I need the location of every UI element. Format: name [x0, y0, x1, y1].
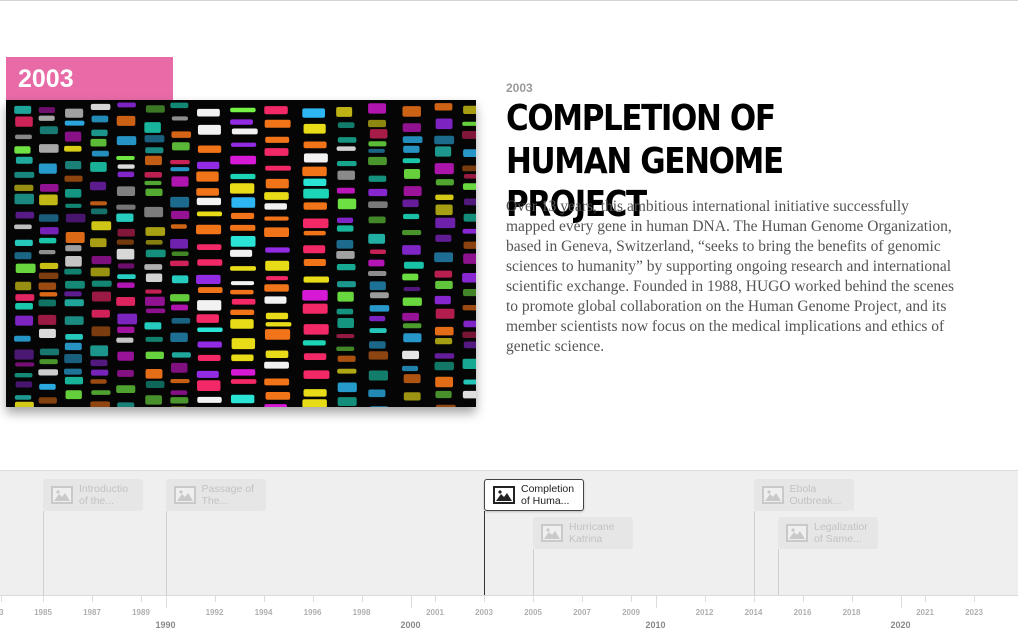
timeline-marker-line	[778, 549, 779, 596]
axis-tick	[263, 596, 265, 602]
axis-tick-label: 1989	[132, 608, 150, 617]
axis-tick	[92, 596, 93, 602]
axis-tick-label: 2007	[573, 608, 591, 617]
timeline-marker-line	[165, 511, 167, 596]
axis-tick	[631, 596, 632, 602]
axis-tick-label: 2023	[965, 608, 983, 617]
axis-tick-label: 1987	[83, 608, 101, 617]
year-flag: 2003	[6, 57, 173, 101]
axis-tick	[214, 596, 216, 602]
image-icon	[51, 486, 73, 504]
axis-tick	[1, 596, 3, 602]
timeline-marker-line	[533, 549, 534, 596]
axis-tick	[974, 596, 975, 602]
timeline-marker[interactable]: Legalizatior of Same...	[778, 517, 878, 549]
axis-tick	[533, 596, 534, 602]
axis-tick	[582, 596, 583, 602]
timeline-marker-label: Completion of Huma...	[521, 483, 575, 507]
timeline-marker-line	[753, 511, 755, 596]
timeline-marker-label: Ebola Outbreak...	[789, 483, 842, 507]
image-icon	[541, 524, 563, 542]
axis-tick	[802, 596, 804, 602]
axis-tick-label: 2009	[622, 608, 640, 617]
axis-tick	[753, 596, 755, 602]
axis-tick-label: 2003	[475, 608, 493, 617]
axis-tick	[704, 596, 706, 602]
timeline-marker-label: Passage of The...	[201, 483, 255, 507]
timeline-marker-label: Legalizatior of Same...	[814, 521, 868, 545]
axis-tick	[484, 596, 485, 602]
timeline-marker-line	[43, 511, 44, 596]
axis-major-label: 2020	[890, 620, 911, 630]
axis-tick-label: 2005	[524, 608, 542, 617]
axis-tick	[361, 596, 363, 602]
axis-major-label: 2010	[645, 620, 666, 630]
axis-tick-label: 3	[0, 608, 4, 617]
axis-tick-label: 1985	[34, 608, 52, 617]
axis-tick-label: 2021	[916, 608, 934, 617]
axis-major-tick	[655, 596, 657, 608]
image-icon	[786, 524, 808, 542]
image-icon	[761, 486, 784, 504]
axis-tick	[43, 596, 44, 602]
axis-tick-label: 2016	[793, 608, 812, 617]
axis-major-tick	[900, 596, 902, 608]
top-divider	[0, 0, 1018, 1]
dna-sequencing-image	[6, 100, 476, 407]
axis-tick-label: 1996	[303, 608, 322, 617]
axis-major-label: 2000	[400, 620, 421, 630]
timeline-marker[interactable]: Hurricane Katrina	[533, 517, 633, 549]
image-icon	[493, 486, 515, 504]
axis-tick	[312, 596, 314, 602]
image-icon	[173, 486, 196, 504]
axis-tick	[925, 596, 926, 602]
slide-headline: Completion of Human Genome Project	[506, 98, 784, 225]
timeline-marker[interactable]: Passage of The...	[165, 479, 266, 511]
axis-tick-label: 1992	[205, 608, 224, 617]
axis-major-tick	[410, 596, 412, 608]
axis-tick	[435, 596, 436, 602]
axis-tick-label: 2018	[842, 608, 861, 617]
axis-major-tick	[165, 596, 167, 608]
timeline-marker[interactable]: Ebola Outbreak...	[753, 479, 854, 511]
timeline-marker-label: Hurricane Katrina	[569, 521, 615, 545]
timeline-marker[interactable]: Introductio of the...	[43, 479, 143, 511]
timeline-marker-line	[484, 511, 485, 596]
slide-date: 2003	[506, 81, 533, 95]
axis-tick-label: 2001	[426, 608, 444, 617]
axis-tick-label: 2012	[695, 608, 714, 617]
axis-major-label: 1990	[155, 620, 176, 630]
axis-tick-label: 1994	[254, 608, 273, 617]
timeline-marker[interactable]: Completion of Huma...	[484, 479, 584, 511]
axis-tick-label: 2014	[744, 608, 763, 617]
timeline-marker-label: Introductio of the...	[79, 483, 129, 507]
axis-tick	[851, 596, 853, 602]
axis-tick	[141, 596, 142, 602]
timeline-axis: 3 1985 1987 1989 1992 1994 1996 1998 2001 2003 200…	[0, 595, 1018, 639]
slide-body: Over 13 years, this ambitious internatio…	[506, 198, 955, 355]
axis-tick-label: 1998	[352, 608, 371, 617]
